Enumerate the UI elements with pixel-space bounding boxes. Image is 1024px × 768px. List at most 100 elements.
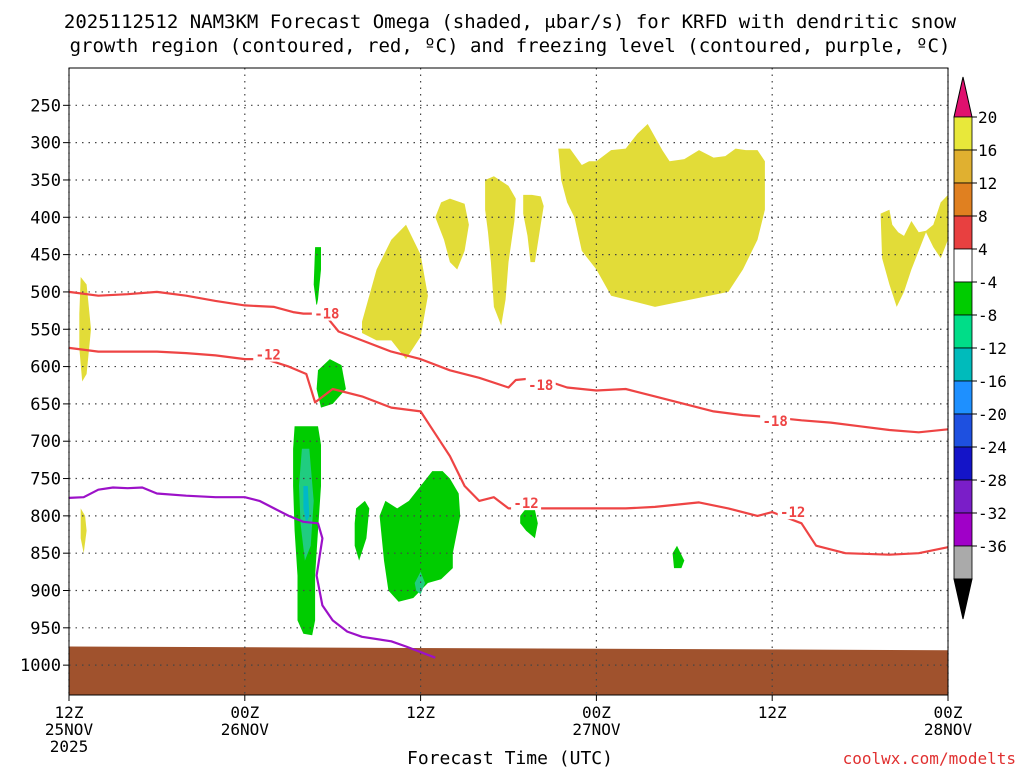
omega-region-14 [672,545,685,569]
colorbar-label-12: -32 [978,504,1007,523]
colorbar-segment-1 [953,149,973,184]
colorbar-label-1: 16 [978,141,997,160]
y-tick-label-350: 350 [30,171,61,191]
colorbar-segment-3 [953,215,973,250]
colorbar-label-7: -12 [978,339,1007,358]
y-tick-label-950: 950 [30,619,61,639]
omega-region-3 [523,194,544,263]
y-tick-label-900: 900 [30,582,61,602]
snow-growth-minus18-label-bg-1 [525,376,556,393]
omega-region-16 [303,486,310,524]
colorbar-segment-11 [953,479,973,514]
colorbar-segment-6 [953,314,973,349]
colorbar-label-3: 8 [978,207,988,226]
y-tick-label-250: 250 [30,96,61,116]
omega-region-5 [880,194,948,307]
freezing-level-line [68,486,436,659]
snow-growth-minus12-label-1: -12 [513,496,538,512]
y-tick-label-800: 800 [30,507,61,527]
ground-layer [69,646,948,695]
snow-growth-minus12-label-bg-2 [777,503,808,520]
x-tick-label-48-1: 12Z [758,703,787,722]
omega-region-11 [354,500,370,561]
y-tick-label-750: 750 [30,470,61,490]
chart-title-line1: 2025112512 NAM3KM Forecast Omega (shaded… [64,11,957,33]
omega-region-10 [316,359,346,408]
credit-text: coolwx.com/modelts [843,749,1016,768]
contours: -18 -18 -18 -12 -12 -12 [68,290,949,659]
snow-growth-minus12-label-0: -12 [256,348,281,364]
x-tick-label-0-2: 25NOV [45,720,94,739]
colorbar-label-13: -36 [978,537,1007,556]
y-tick-label-300: 300 [30,134,61,154]
snow-growth-minus18-line [68,290,949,434]
colorbar-bottom-triangle [953,578,973,620]
y-tick-label-850: 850 [30,544,61,564]
omega-region-4 [558,124,765,307]
colorbar-segment-13 [953,545,973,580]
colorbar-label-10: -24 [978,438,1007,457]
omega-region-17 [414,571,425,595]
y-tick-label-450: 450 [30,246,61,266]
snow-growth-minus12-label-bg-1 [511,494,542,511]
x-axis-title: Forecast Time (UTC) [407,748,613,768]
chart-title-line2: growth region (contoured, red, ºC) and f… [70,35,951,57]
x-tick-label-36-2: 27NOV [572,720,621,739]
gridlines [68,68,949,695]
x-tick-label-36-1: 00Z [582,703,611,722]
omega-region-1 [435,198,469,270]
x-tick-label-12-1: 00Z [230,703,259,722]
colorbar-label-0: 20 [978,108,997,127]
snow-growth-minus12-label-2: -12 [780,505,805,521]
x-tick-label-24-1: 12Z [406,703,435,722]
y-tick-label-400: 400 [30,208,61,228]
colorbar-segment-0 [953,116,973,151]
x-tick-label-0-1: 12Z [55,703,84,722]
colorbar-label-11: -28 [978,471,1007,490]
omega-region-13 [520,508,538,539]
omega-region-6 [79,277,91,382]
colorbar-top-triangle [953,76,973,118]
snow-growth-minus18-label-1: -18 [528,378,553,394]
x-tick-label-12-2: 26NOV [221,720,270,739]
omega-shaded-regions [79,124,948,636]
colorbar-segment-2 [953,182,973,217]
colorbar-label-2: 12 [978,174,997,193]
colorbar-label-5: -4 [978,273,997,292]
colorbar-segment-9 [953,413,973,448]
y-tick-label-500: 500 [30,283,61,303]
x-tick-label-0-3: 2025 [50,737,89,756]
snow-growth-minus18-label-0: -18 [314,307,339,323]
snow-growth-minus12-line [68,346,949,556]
colorbar-segment-12 [953,512,973,547]
omega-region-7 [80,508,87,554]
snow-growth-minus18-label-bg-0 [311,304,342,321]
x-tick-label-60-1: 00Z [934,703,963,722]
colorbar-label-4: 4 [978,240,988,259]
colorbar-segment-10 [953,446,973,481]
y-axis: 250 300 350 400 450 500 550 600 650 700 750 800 850 9… [20,96,69,676]
colorbar-label-8: -16 [978,372,1007,391]
plot-frame [68,67,949,696]
colorbar-segment-8 [953,380,973,415]
snow-growth-minus12-label-bg-0 [253,345,284,362]
x-tick-label-60-2: 28NOV [924,720,973,739]
y-tick-label-1000: 1000 [20,656,61,676]
colorbar-label-6: -8 [978,306,997,325]
omega-region-9 [313,247,321,307]
snow-growth-minus18-label-2: -18 [762,414,787,430]
y-tick-label-600: 600 [30,358,61,378]
colorbar-segment-4 [953,248,973,283]
omega-region-2 [485,176,516,326]
ground-surface [69,646,948,695]
y-tick-label-700: 700 [30,432,61,452]
y-tick-label-650: 650 [30,395,61,415]
y-tick-label-550: 550 [30,320,61,340]
colorbar-segment-7 [953,347,973,382]
snow-growth-minus18-label-bg-2 [760,412,791,429]
colorbar: 20 16 12 8 4 -4 -8 -12 -16 -20 -24 -28 -32 -36 [953,76,1007,620]
colorbar-label-9: -20 [978,405,1007,424]
omega-region-12 [379,471,461,602]
